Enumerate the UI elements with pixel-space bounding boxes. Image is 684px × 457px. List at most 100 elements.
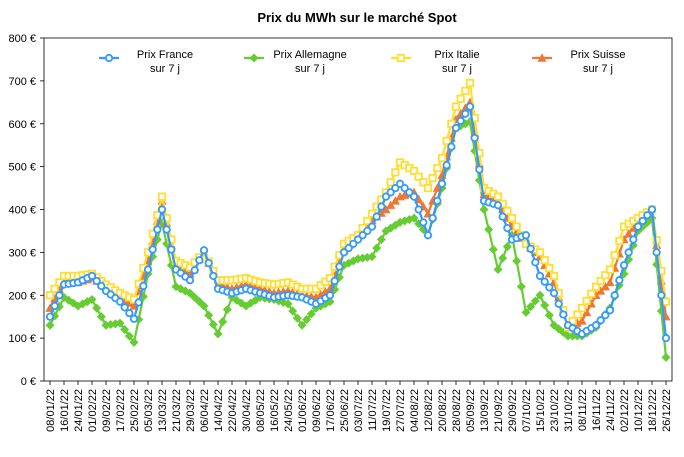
x-tick-label: 19/07/22: [381, 389, 393, 432]
series-marker: [64, 295, 74, 305]
x-tick-label: 29/09/22: [507, 389, 519, 432]
legend-label: sur 7 j: [295, 63, 325, 75]
series-1: [45, 117, 671, 362]
x-tick-label: 10/12/22: [633, 389, 645, 432]
data-point: [437, 179, 447, 188]
series-marker: [96, 312, 106, 322]
x-tick-label: 09/06/22: [311, 389, 323, 432]
series-marker: [232, 295, 242, 305]
data-point: [45, 320, 55, 330]
data-point: [661, 297, 671, 306]
data-point: [465, 102, 475, 111]
legend-label: Prix Allemagne: [273, 49, 346, 61]
series-marker: [502, 242, 512, 252]
data-point: [409, 192, 419, 201]
x-tick-label: 18/12/22: [647, 389, 659, 432]
series-marker: [120, 325, 130, 335]
series-marker: [530, 296, 540, 306]
data-point: [297, 320, 307, 330]
series-marker: [573, 310, 582, 319]
data-point: [493, 201, 503, 210]
series-marker: [456, 94, 465, 103]
data-point: [521, 307, 531, 317]
series-marker: [419, 218, 428, 227]
series-marker: [615, 236, 624, 246]
y-tick-label: 200 €: [8, 290, 36, 302]
data-point: [171, 282, 181, 292]
x-tick-label: 17/06/22: [325, 389, 337, 432]
x-tick-label: 11/07/22: [367, 389, 379, 431]
series-marker: [55, 291, 64, 300]
x-tick-label: 27/07/22: [395, 389, 407, 432]
x-tick-label: 16/11/22: [591, 389, 603, 431]
series-marker: [419, 178, 428, 187]
x-tick-label: 16/05/22: [269, 389, 281, 432]
data-point: [199, 301, 209, 311]
data-point: [549, 289, 559, 298]
chart-title: Prix du MWh sur le marché Spot: [257, 10, 457, 25]
data-point: [185, 276, 195, 285]
series-marker: [335, 262, 344, 271]
series-marker: [503, 223, 512, 233]
series-marker: [330, 276, 339, 286]
series-marker: [540, 256, 549, 265]
data-point: [87, 271, 97, 281]
y-tick-label: 700 €: [8, 76, 36, 88]
series-marker: [391, 168, 400, 177]
x-tick-label: 17/02/22: [115, 389, 127, 432]
data-point: [423, 231, 433, 240]
y-tick-label: 400 €: [8, 205, 36, 217]
x-tick-label: 13/03/22: [157, 389, 169, 432]
series-marker: [292, 313, 302, 323]
data-point: [535, 271, 545, 281]
series-marker: [587, 289, 596, 298]
y-tick-label: 100 €: [8, 333, 36, 345]
series-marker: [428, 213, 437, 223]
data-point: [591, 282, 601, 291]
series-marker: [306, 309, 316, 319]
data-point: [367, 222, 377, 231]
x-tick-label: 24/11/22: [605, 389, 617, 431]
series-marker: [554, 299, 563, 308]
data-point: [129, 337, 139, 347]
x-tick-label: 30/04/22: [241, 389, 253, 432]
data-point: [129, 301, 139, 310]
series-marker: [204, 258, 213, 268]
series-marker: [414, 205, 423, 214]
data-point: [45, 312, 55, 321]
legend-item: Prix Suisse sur 7 j: [532, 49, 626, 75]
data-point: [535, 290, 545, 300]
x-tick-label: 14/04/22: [213, 389, 225, 432]
series-marker: [222, 305, 232, 315]
data-point: [409, 166, 419, 176]
series-marker: [124, 331, 134, 341]
data-point: [451, 102, 461, 111]
series-marker: [442, 136, 451, 145]
x-tick-label: 06/04/22: [199, 389, 211, 432]
x-tick-label: 24/05/22: [283, 389, 295, 432]
x-tick-label: 02/12/22: [619, 389, 631, 432]
legend-label: Prix Italie: [434, 49, 479, 61]
series-marker: [610, 291, 619, 300]
series-0: [45, 102, 671, 343]
data-point: [577, 304, 587, 313]
series-marker: [643, 211, 652, 220]
data-point: [591, 321, 601, 330]
x-tick-label: 08/05/22: [255, 389, 267, 432]
series-marker: [148, 245, 157, 254]
y-tick-label: 600 €: [8, 119, 36, 131]
data-point: [479, 204, 489, 215]
legend-swatch-marker: [396, 53, 406, 63]
x-tick-label: 01/06/22: [297, 389, 309, 432]
series-marker: [600, 281, 610, 291]
series-marker: [208, 320, 218, 330]
series-marker: [596, 276, 605, 286]
x-tick-label: 22/04/22: [227, 389, 239, 432]
data-point: [465, 78, 475, 88]
series-marker: [526, 244, 535, 253]
legend-label: Prix France: [137, 49, 193, 61]
y-tick-label: 0 €: [21, 376, 36, 388]
series-marker: [92, 303, 102, 313]
x-tick-label: 25/02/22: [129, 389, 141, 432]
x-tick-label: 03/07/22: [353, 389, 365, 432]
